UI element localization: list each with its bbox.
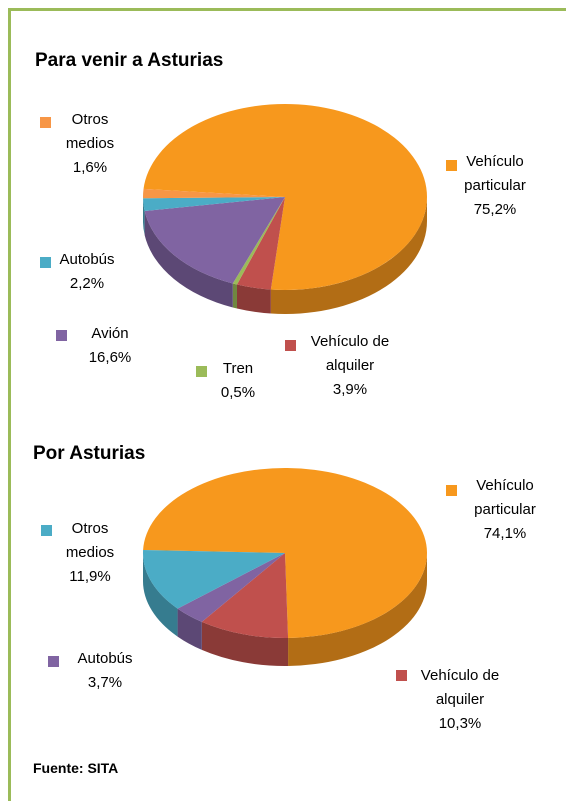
data-label: Autobús 2,2% [46, 248, 128, 296]
legend-marker [41, 525, 52, 536]
data-label: Avión 16,6% [69, 322, 151, 370]
pie-slice [143, 104, 428, 290]
pie-slice [177, 553, 285, 622]
data-label: Vehículo de alquiler 10,3% [419, 664, 501, 736]
pie-slice [143, 197, 285, 212]
value-label: 1,6% [72, 159, 108, 176]
legend-marker [396, 670, 407, 681]
value-label: 74,1% [483, 525, 527, 542]
category-label: Autobús [59, 251, 115, 268]
category-label: Otros medios [65, 520, 115, 561]
pie-slice-side [144, 211, 233, 308]
pie-slice [143, 550, 285, 609]
source: Fuente: SITA [33, 760, 119, 776]
value-label: 10,3% [438, 715, 482, 732]
pie-slice-side [201, 621, 289, 666]
pie-slice-side [143, 553, 178, 637]
legend-marker [196, 366, 207, 377]
legend-marker [48, 656, 59, 667]
pie-slice-side [236, 284, 271, 314]
value-label: 2,2% [69, 275, 105, 292]
pie-slice-side [270, 197, 428, 314]
pie-slice [232, 197, 285, 285]
data-label: Vehículo de alquiler 3,9% [309, 330, 391, 402]
pie-slice-side [143, 198, 145, 236]
data-label: Otros medios 11,9% [49, 517, 131, 589]
pie-slice [201, 553, 289, 638]
category-label: Tren [222, 360, 254, 377]
pie-slice [143, 188, 285, 199]
legend-marker [56, 330, 67, 341]
chart-title: Por Asturias [33, 443, 146, 464]
frame [8, 8, 566, 801]
category-label: Vehículo particular [474, 477, 536, 518]
data-label: Vehículo particular 75,2% [454, 150, 536, 222]
value-label: 3,9% [332, 381, 368, 398]
pie-slice-side [177, 608, 202, 650]
pie-slice-side [288, 553, 428, 666]
legend-marker [40, 117, 51, 128]
value-label: 75,2% [473, 201, 517, 218]
category-label: Otros medios [65, 111, 115, 152]
pie-slice [236, 197, 285, 290]
data-label: Autobús 3,7% [64, 647, 146, 695]
legend-marker [446, 485, 457, 496]
value-label: 16,6% [88, 349, 132, 366]
category-label: Vehículo de alquiler [310, 333, 390, 374]
value-label: 11,9% [69, 568, 111, 585]
legend-marker [446, 160, 457, 171]
pie-slice [144, 197, 285, 284]
legend-marker [285, 340, 296, 351]
category-label: Vehículo particular [464, 153, 526, 194]
category-label: Avión [91, 325, 129, 342]
data-label: Vehículo particular 74,1% [464, 474, 546, 546]
category-label: Vehículo de alquiler [420, 667, 500, 708]
category-label: Autobús [77, 650, 133, 667]
pie-slice [143, 468, 428, 638]
legend-marker [40, 257, 51, 268]
chart-title: Para venir a Asturias [35, 50, 224, 71]
data-label: Tren 0,5% [197, 357, 279, 405]
value-label: 0,5% [220, 384, 256, 401]
data-label: Otros medios 1,6% [49, 108, 131, 180]
value-label: 3,7% [87, 674, 123, 691]
pie-slice-side [232, 283, 237, 309]
